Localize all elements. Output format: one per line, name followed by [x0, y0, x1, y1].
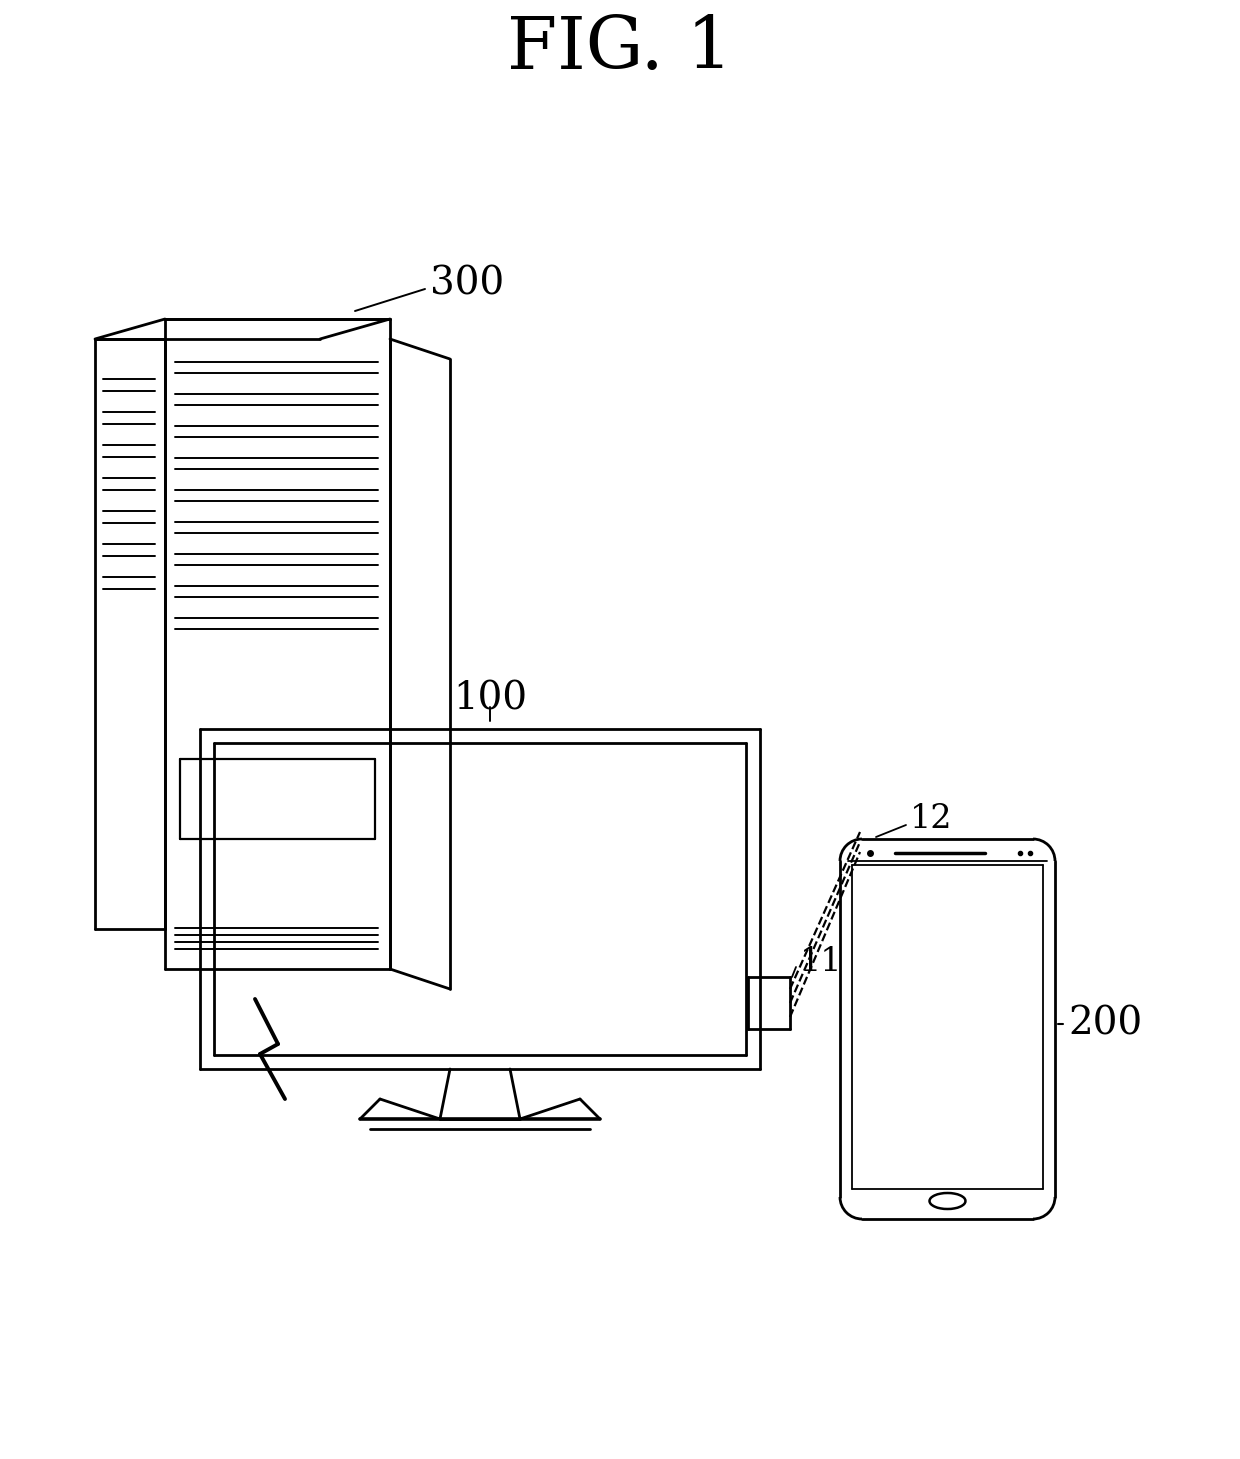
- Text: 300: 300: [430, 266, 505, 302]
- Text: 200: 200: [1068, 1005, 1142, 1043]
- Text: 100: 100: [453, 680, 527, 718]
- Text: FIG. 1: FIG. 1: [507, 13, 733, 85]
- Text: 12: 12: [910, 802, 952, 835]
- Text: 11: 11: [800, 945, 842, 978]
